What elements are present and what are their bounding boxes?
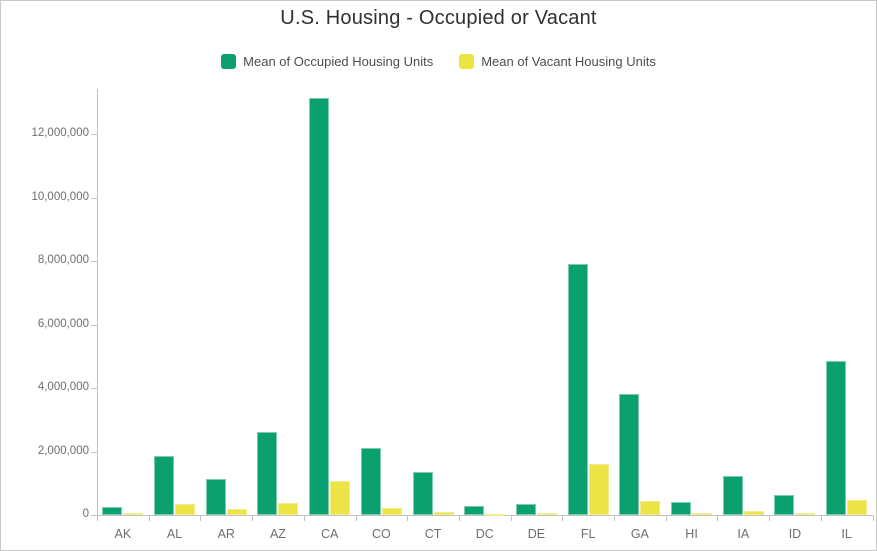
x-axis-label-CO: CO	[371, 527, 391, 541]
x-axis-tick	[873, 515, 874, 521]
x-axis-label-DC: DC	[475, 527, 494, 541]
bar-vacant-CO[interactable]	[381, 508, 402, 515]
x-axis-label-AK: AK	[114, 527, 132, 541]
y-axis-line	[97, 89, 98, 521]
x-axis-label-AZ: AZ	[269, 527, 286, 541]
occupied-swatch-icon	[221, 54, 237, 69]
y-axis-tick	[91, 134, 97, 135]
x-axis-label-FL: FL	[580, 527, 596, 541]
x-axis-label-GA: GA	[630, 527, 649, 541]
x-axis-tick	[821, 515, 822, 521]
bar-occupied-AR[interactable]	[205, 479, 226, 515]
y-axis-tick-label: 8,000,000	[37, 254, 89, 266]
y-axis-tick-label: 12,000,000	[31, 127, 89, 139]
bar-occupied-DE[interactable]	[515, 504, 536, 515]
x-axis-line	[97, 515, 873, 516]
bar-vacant-DE[interactable]	[536, 513, 557, 515]
x-axis-label-HI: HI	[685, 527, 698, 541]
y-axis-tick-label: 6,000,000	[37, 317, 89, 330]
x-axis-tick	[562, 515, 563, 521]
x-axis-label-CT: CT	[424, 527, 442, 541]
x-axis-label-DE: DE	[527, 527, 546, 541]
bar-occupied-IL[interactable]	[826, 361, 847, 515]
bar-vacant-IL[interactable]	[847, 500, 868, 515]
x-axis-tick	[304, 515, 305, 521]
bar-vacant-CT[interactable]	[433, 512, 454, 515]
bar-occupied-HI[interactable]	[671, 502, 692, 515]
y-axis-tick	[91, 261, 97, 262]
x-axis-label-CA: CA	[320, 527, 339, 541]
y-axis-tick	[91, 515, 97, 516]
bar-occupied-GA[interactable]	[619, 394, 640, 515]
bar-occupied-CT[interactable]	[412, 472, 433, 515]
x-axis-label-ID: ID	[788, 527, 802, 541]
x-axis-tick	[614, 515, 615, 521]
x-axis-tick	[459, 515, 460, 521]
x-axis-tick	[149, 515, 150, 521]
x-axis-tick	[717, 515, 718, 521]
x-axis-label-IL: IL	[841, 527, 852, 541]
y-axis-tick-label: 0	[82, 508, 89, 520]
bar-vacant-FL[interactable]	[588, 464, 609, 515]
y-axis-tick-label: 10,000,000	[31, 190, 89, 203]
bar-occupied-IA[interactable]	[722, 476, 743, 515]
bar-vacant-GA[interactable]	[640, 501, 661, 515]
x-axis-label-IA: IA	[737, 527, 750, 541]
legend: Mean of Occupied Housing Units Mean of V…	[1, 54, 876, 69]
bar-vacant-DC[interactable]	[485, 514, 506, 516]
legend-label-vacant: Mean of Vacant Housing Units	[481, 54, 656, 69]
bar-occupied-CA[interactable]	[309, 98, 330, 515]
chart-title: U.S. Housing - Occupied or Vacant	[280, 7, 597, 29]
y-axis-tick	[91, 388, 97, 389]
bar-vacant-CA[interactable]	[330, 481, 351, 515]
legend-label-occupied: Mean of Occupied Housing Units	[243, 54, 434, 69]
x-axis-label-AR: AR	[217, 527, 235, 541]
vacant-swatch-icon	[459, 54, 475, 69]
bar-vacant-ID[interactable]	[795, 513, 816, 515]
bar-occupied-AZ[interactable]	[257, 432, 278, 515]
y-axis-tick	[91, 197, 97, 199]
legend-item-occupied[interactable]: Mean of Occupied Housing Units	[221, 54, 433, 69]
y-axis-tick	[91, 324, 97, 326]
x-axis-label-AL: AL	[166, 527, 183, 541]
bar-vacant-AK[interactable]	[123, 513, 144, 515]
x-axis-tick	[666, 515, 667, 521]
bar-occupied-FL[interactable]	[567, 264, 588, 515]
y-axis-tick-label: 2,000,000	[37, 444, 89, 457]
bar-vacant-HI[interactable]	[692, 513, 713, 515]
bar-vacant-AZ[interactable]	[278, 503, 299, 515]
bar-vacant-AR[interactable]	[226, 509, 247, 515]
x-axis-tick	[769, 515, 770, 521]
bar-vacant-IA[interactable]	[743, 511, 764, 515]
x-axis-tick	[200, 515, 201, 521]
x-axis-tick	[511, 515, 512, 521]
y-axis-tick-label: 4,000,000	[37, 381, 89, 393]
bar-occupied-AL[interactable]	[154, 456, 175, 515]
bar-occupied-AK[interactable]	[102, 507, 123, 515]
bar-occupied-ID[interactable]	[774, 495, 795, 515]
x-axis-tick	[356, 515, 357, 521]
bar-vacant-AL[interactable]	[175, 504, 196, 515]
bar-occupied-DC[interactable]	[464, 506, 485, 515]
x-axis-tick	[407, 515, 408, 521]
y-axis-tick	[91, 451, 97, 453]
legend-item-vacant[interactable]: Mean of Vacant Housing Units	[459, 54, 656, 69]
x-axis-tick	[252, 515, 253, 521]
bar-occupied-CO[interactable]	[360, 448, 381, 515]
